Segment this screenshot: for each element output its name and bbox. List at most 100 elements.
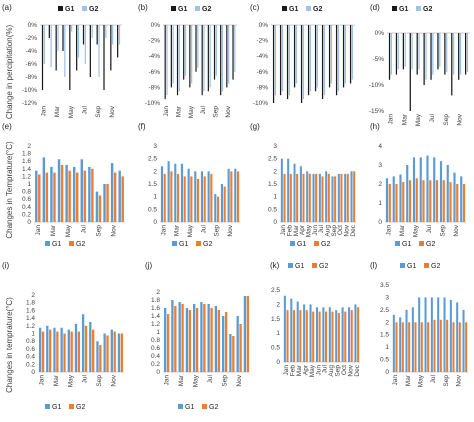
- y-tick-label: 1: [156, 329, 160, 336]
- legend-label: G1: [65, 6, 74, 13]
- bar-g1: [309, 304, 312, 362]
- ylabel-temp-bottom: Changes in temprature(°C): [5, 297, 14, 393]
- bar-g1: [388, 33, 391, 80]
- x-tick-label: Mar: [54, 105, 61, 117]
- y-tick-label: 1.2: [26, 323, 35, 330]
- legend-label: G2: [319, 263, 328, 270]
- x-tick-label: Aug: [325, 225, 332, 237]
- y-tick-label: 0: [273, 219, 277, 226]
- bar-g1: [437, 33, 439, 70]
- bar-g1: [82, 25, 85, 45]
- x-tick-label: May: [415, 113, 422, 126]
- bar-g1: [456, 302, 459, 372]
- bar-g2: [209, 25, 211, 88]
- x-tick-label: Mar: [178, 374, 185, 386]
- bar-g2: [446, 319, 449, 372]
- bar-g2: [420, 322, 423, 372]
- bar-g2: [308, 173, 311, 222]
- chart-panel: (j) 00.20.40.60.811.21.41.61.82 Jan Mar May J…: [145, 261, 250, 411]
- bar-g1: [65, 165, 68, 222]
- x-tick-label: Mar: [175, 105, 182, 117]
- x-tick-label: Nov: [453, 224, 460, 236]
- y-tick-label: 0%: [375, 30, 385, 37]
- bar-g2: [77, 331, 81, 372]
- x-tick-label: Nov: [456, 374, 463, 386]
- bar-g1: [38, 327, 42, 372]
- bar-g1: [88, 166, 91, 222]
- panel-label: (l): [370, 261, 377, 270]
- y-tick-label: 1.6: [151, 305, 160, 312]
- bar-g1: [335, 25, 338, 96]
- bar-g1: [67, 329, 70, 372]
- bar-g1: [193, 304, 196, 372]
- bar-g1: [392, 314, 395, 372]
- bar-g2: [183, 176, 186, 222]
- bar-g2: [414, 322, 417, 372]
- ylabel-precip: Change in percipitation(%): [5, 25, 14, 120]
- bar-g2: [239, 324, 242, 372]
- bar-g2: [43, 25, 45, 64]
- bar-g1: [236, 316, 239, 372]
- legend-label: G2: [76, 404, 85, 411]
- legend-label: G1: [52, 241, 61, 248]
- bar-g2: [388, 184, 391, 222]
- bar-g1: [187, 168, 190, 222]
- y-tick-label: 0.6: [26, 346, 35, 353]
- bar-g1: [443, 297, 446, 372]
- bar-g2: [236, 171, 240, 222]
- bar-g2: [439, 33, 441, 67]
- bar-g2: [210, 173, 213, 222]
- bar-g2: [76, 172, 79, 222]
- x-tick-label: Sep: [443, 375, 450, 387]
- x-tick-label: Nov: [227, 224, 234, 236]
- bar-g2: [415, 178, 418, 222]
- x-tick-label: May: [67, 374, 74, 387]
- x-tick-label: Jan: [392, 375, 399, 386]
- bar-g1: [95, 191, 99, 222]
- bar-g1: [41, 25, 44, 90]
- bar-g2: [408, 322, 411, 372]
- bar-g2: [174, 306, 177, 372]
- chart-panel: (i) 00.20.40.60.811.21.41.61.82 Jan Mar May J…: [2, 261, 124, 411]
- x-tick-label: Jun: [312, 225, 319, 236]
- legend-label: G1: [52, 404, 61, 411]
- bar-g2: [45, 172, 49, 222]
- legend-swatch: [82, 6, 87, 11]
- legend-label: G1: [297, 241, 306, 248]
- legend-label: G2: [426, 241, 435, 248]
- bar-g2: [195, 308, 199, 372]
- y-tick-label: 2: [153, 168, 157, 175]
- bar-g1: [337, 173, 340, 222]
- x-tick-label: Jan: [163, 106, 170, 117]
- legend-label: G2: [321, 241, 330, 248]
- x-tick-label: Sep: [95, 225, 102, 237]
- bar-g2: [344, 311, 347, 362]
- bar-g1: [322, 307, 325, 362]
- x-tick-label: Sep: [335, 365, 342, 377]
- bar-g1: [200, 171, 204, 222]
- bar-g2: [323, 25, 326, 96]
- bar-g2: [353, 171, 356, 222]
- y-tick-label: 0: [27, 219, 31, 226]
- y-tick-label: 1.4: [22, 166, 31, 173]
- y-tick-label: 0.5: [271, 345, 280, 352]
- x-tick-label: May: [187, 224, 194, 237]
- bar-g1: [89, 321, 92, 372]
- x-tick-label: Sep: [443, 114, 450, 126]
- y-tick-label: -15%: [369, 108, 384, 115]
- bar-g2: [228, 25, 230, 84]
- y-tick-label: 1.8: [151, 297, 160, 304]
- legend-swatch: [400, 263, 405, 268]
- bar-g2: [330, 25, 333, 84]
- y-tick-label: 2.5: [148, 156, 157, 163]
- bar-g2: [246, 296, 249, 372]
- y-tick-label: -4%: [25, 48, 37, 55]
- y-tick-label: 0.2: [151, 361, 160, 368]
- bar-g1: [110, 25, 112, 71]
- chart-panel: (d) 0% -5% -10% -15%Jan Mar May Jul Sep Nov G1 G2: [369, 3, 470, 126]
- bar-g1: [201, 25, 203, 96]
- bar-g1: [220, 25, 222, 96]
- bar-g2: [71, 25, 73, 32]
- legend-label: G2: [431, 263, 440, 270]
- bar-g2: [357, 307, 360, 362]
